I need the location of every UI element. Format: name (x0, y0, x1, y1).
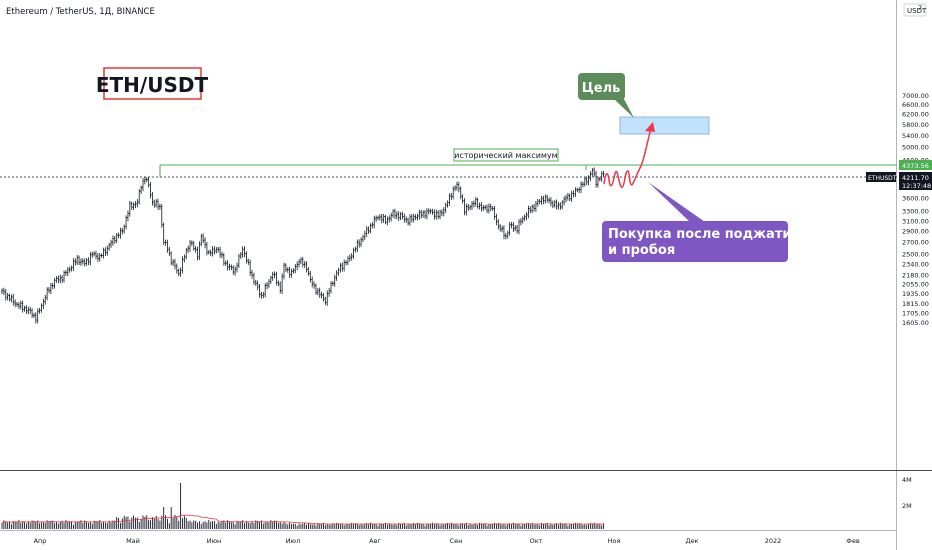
currency-label[interactable]: USDT (907, 7, 927, 15)
target-callout: Цель (578, 73, 634, 118)
chart-title: Ethereum / TetherUS, 1Д, BINANCE (6, 7, 155, 17)
target-zone (619, 116, 710, 135)
price-tick-label: 5800.00 (902, 121, 929, 129)
projected-path-arrowhead (645, 122, 655, 132)
volume-bars (1, 483, 605, 529)
price-tick-label: 5400.00 (902, 132, 929, 140)
volume-tick-label: 4M (902, 476, 912, 484)
ath-label-text: исторический максимум (454, 151, 557, 160)
time-tick-label: Окт (530, 537, 543, 545)
countdown-text: 12:37:48 (902, 182, 931, 190)
symbol-box: ETH/USDT (96, 67, 209, 100)
current-symbol-tag: ETHUSDT (866, 172, 897, 182)
time-tick-label: Июн (207, 537, 222, 545)
candles (1, 167, 605, 324)
time-tick-label: Авг (369, 537, 381, 545)
time-axis-ticks: Апр Май Июн Июл Авг Сен Окт Ноя Дек 2022 Фев (34, 537, 860, 545)
price-tick-label: 7 (918, 4, 922, 12)
time-tick-label: Июл (286, 537, 301, 545)
time-tick-label: Ноя (608, 537, 621, 545)
buy-label-line2: и пробоя (608, 243, 675, 258)
price-tick-label: 6200.00 (902, 111, 929, 119)
price-tick-label: 1705.00 (902, 310, 929, 318)
price-tick-label: 1815.00 (902, 300, 929, 308)
ath-price-tag: 4373.56 (899, 160, 932, 170)
buy-label-line1: Покупка после поджатия (608, 227, 800, 242)
time-tick-label: Май (126, 537, 140, 545)
price-tick-label: 2180.00 (902, 272, 929, 280)
time-tick-label: Апр (34, 537, 47, 545)
price-tick-label: 3300.00 (902, 208, 929, 216)
time-tick-label: Фев (846, 537, 860, 545)
target-label: Цель (582, 81, 621, 96)
time-tick-label: 2022 (765, 537, 782, 545)
price-tick-label: 2340.00 (902, 261, 929, 269)
time-tick-label: Дек (685, 537, 698, 545)
symbol-box-label: ETH/USDT (96, 73, 209, 97)
volume-axis-ticks: 4M 2M (902, 476, 912, 510)
current-symbol-text: ETHUSDT (868, 175, 897, 182)
price-tick-label: 2500.00 (902, 251, 929, 259)
price-tick-label: 2700.00 (902, 239, 929, 247)
volume-moving-average (1, 514, 604, 525)
volume-tick-label: 2M (902, 502, 912, 510)
time-tick-label: Сен (450, 537, 463, 545)
buy-callout: Покупка после поджатия и пробоя (602, 182, 800, 262)
price-tick-label: 3600.00 (902, 194, 929, 202)
price-tick-label: 2900.00 (902, 228, 929, 236)
currency-selector[interactable]: USDT (903, 3, 927, 17)
price-tick-label: 1935.00 (902, 290, 929, 298)
ath-price-text: 4373.56 (902, 162, 929, 170)
current-price-tag: 4211.70 12:37:48 (899, 172, 932, 190)
price-tick-label: 7000.00 (902, 92, 929, 100)
projected-path (603, 122, 655, 188)
price-tick-label: 5000.00 (902, 144, 929, 152)
ath-label: исторический максимум (453, 148, 559, 162)
price-tick-label: 2055.00 (902, 281, 929, 289)
price-tick-label: 1605.00 (902, 319, 929, 327)
price-tick-label: 3100.00 (902, 217, 929, 225)
current-price-text: 4211.70 (902, 174, 929, 182)
price-tick-label: 6600.00 (902, 101, 929, 109)
